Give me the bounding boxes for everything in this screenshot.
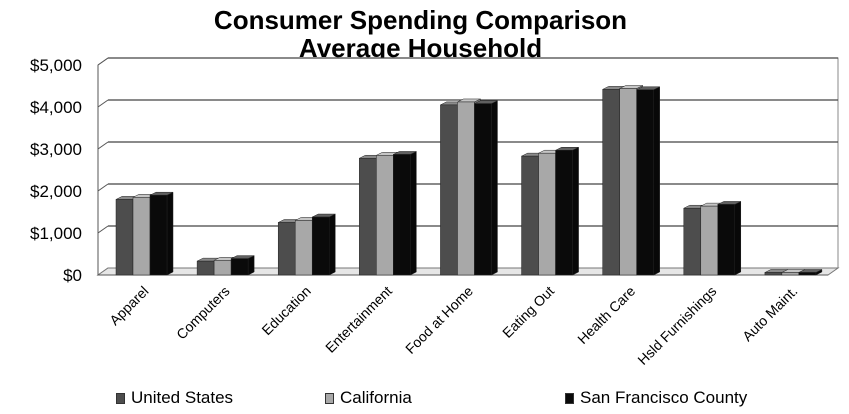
gridline-side — [97, 99, 109, 108]
bar-united-states-eating-out — [521, 155, 539, 276]
legend-label-san-francisco-county: San Francisco County — [580, 388, 748, 407]
bar-san-francisco-county-auto-maint — [798, 272, 817, 276]
bar-san-francisco-county-apparel-side — [166, 191, 174, 276]
bar-san-francisco-county-entertainment-side — [410, 151, 417, 276]
bar-united-states-hsld-furnishings — [683, 207, 702, 276]
gridline-side — [97, 225, 109, 234]
bar-san-francisco-county-education-side — [328, 213, 336, 276]
chart-title: Consumer Spending Comparison — [213, 5, 628, 35]
bar-united-states-auto-maint — [764, 272, 783, 276]
y-tick-label: $3,000 — [30, 140, 82, 159]
x-tick-label-apparel: Apparel — [106, 283, 151, 328]
bar-san-francisco-county-computers-side — [247, 255, 255, 276]
legend-swatch-san-francisco-county — [565, 392, 574, 404]
bar-california-education — [294, 220, 313, 276]
x-tick-label-auto-maint: Auto Maint. — [739, 283, 800, 344]
bar-california-health-care — [619, 88, 637, 276]
gridline-side — [97, 141, 109, 150]
legend-item-california: California — [325, 388, 412, 408]
y-tick-label: $1,000 — [30, 224, 82, 243]
chart-subtitle: Average Household — [298, 33, 543, 63]
bar-san-francisco-county-computers — [230, 258, 249, 276]
x-tick-label-eating-out: Eating Out — [499, 283, 557, 341]
bar-san-francisco-county-eating-out-side — [572, 146, 579, 276]
bar-san-francisco-county-education — [311, 216, 330, 276]
y-tick-label: $4,000 — [30, 98, 82, 117]
x-tick-label-food-at-home: Food at Home — [402, 283, 476, 357]
bar-san-francisco-county-apparel — [149, 194, 168, 276]
bar-california-auto-maint — [781, 272, 800, 276]
legend-label-california: California — [340, 388, 412, 407]
x-tick-label-health-care: Health Care — [574, 283, 638, 347]
gridline-side — [97, 183, 109, 192]
y-tick-label: $2,000 — [30, 182, 82, 201]
x-tick-label-computers: Computers — [173, 283, 233, 343]
legend-item-san-francisco-county: San Francisco County — [565, 388, 747, 408]
bar-san-francisco-county-hsld-furnishings-side — [734, 201, 742, 276]
bar-san-francisco-county-health-care — [636, 89, 654, 276]
bar-california-entertainment — [376, 155, 394, 276]
legend-item-united-states: United States — [116, 388, 233, 408]
y-tick-label: $0 — [63, 266, 82, 285]
bar-united-states-entertainment — [359, 157, 377, 276]
bar-california-eating-out — [538, 152, 556, 276]
bar-united-states-apparel — [115, 199, 134, 276]
bar-california-hsld-furnishings — [700, 205, 719, 276]
bar-san-francisco-county-entertainment — [393, 154, 411, 276]
legend-swatch-california — [325, 392, 334, 404]
bar-san-francisco-county-eating-out — [555, 150, 573, 276]
x-tick-label-hsld-furnishings: Hsld Furnishings — [634, 283, 719, 368]
bar-california-apparel — [132, 197, 151, 276]
bar-united-states-education — [277, 222, 296, 276]
gridline-side — [97, 57, 109, 66]
x-tick-label-education: Education — [258, 283, 313, 338]
bar-san-francisco-county-food-at-home — [474, 103, 492, 276]
bar-california-food-at-home — [457, 101, 475, 276]
bar-san-francisco-county-hsld-furnishings — [717, 204, 736, 276]
legend-swatch-united-states — [116, 392, 125, 404]
bar-california-computers — [213, 260, 232, 276]
bar-san-francisco-county-food-at-home-side — [491, 100, 498, 276]
bar-san-francisco-county-health-care-side — [653, 86, 660, 276]
legend-label-united-states: United States — [131, 388, 234, 407]
y-tick-label: $5,000 — [30, 56, 82, 75]
bar-united-states-health-care — [602, 89, 620, 276]
bar-united-states-computers — [196, 260, 215, 276]
bar-united-states-food-at-home — [440, 104, 458, 276]
x-tick-label-entertainment: Entertainment — [322, 283, 395, 356]
